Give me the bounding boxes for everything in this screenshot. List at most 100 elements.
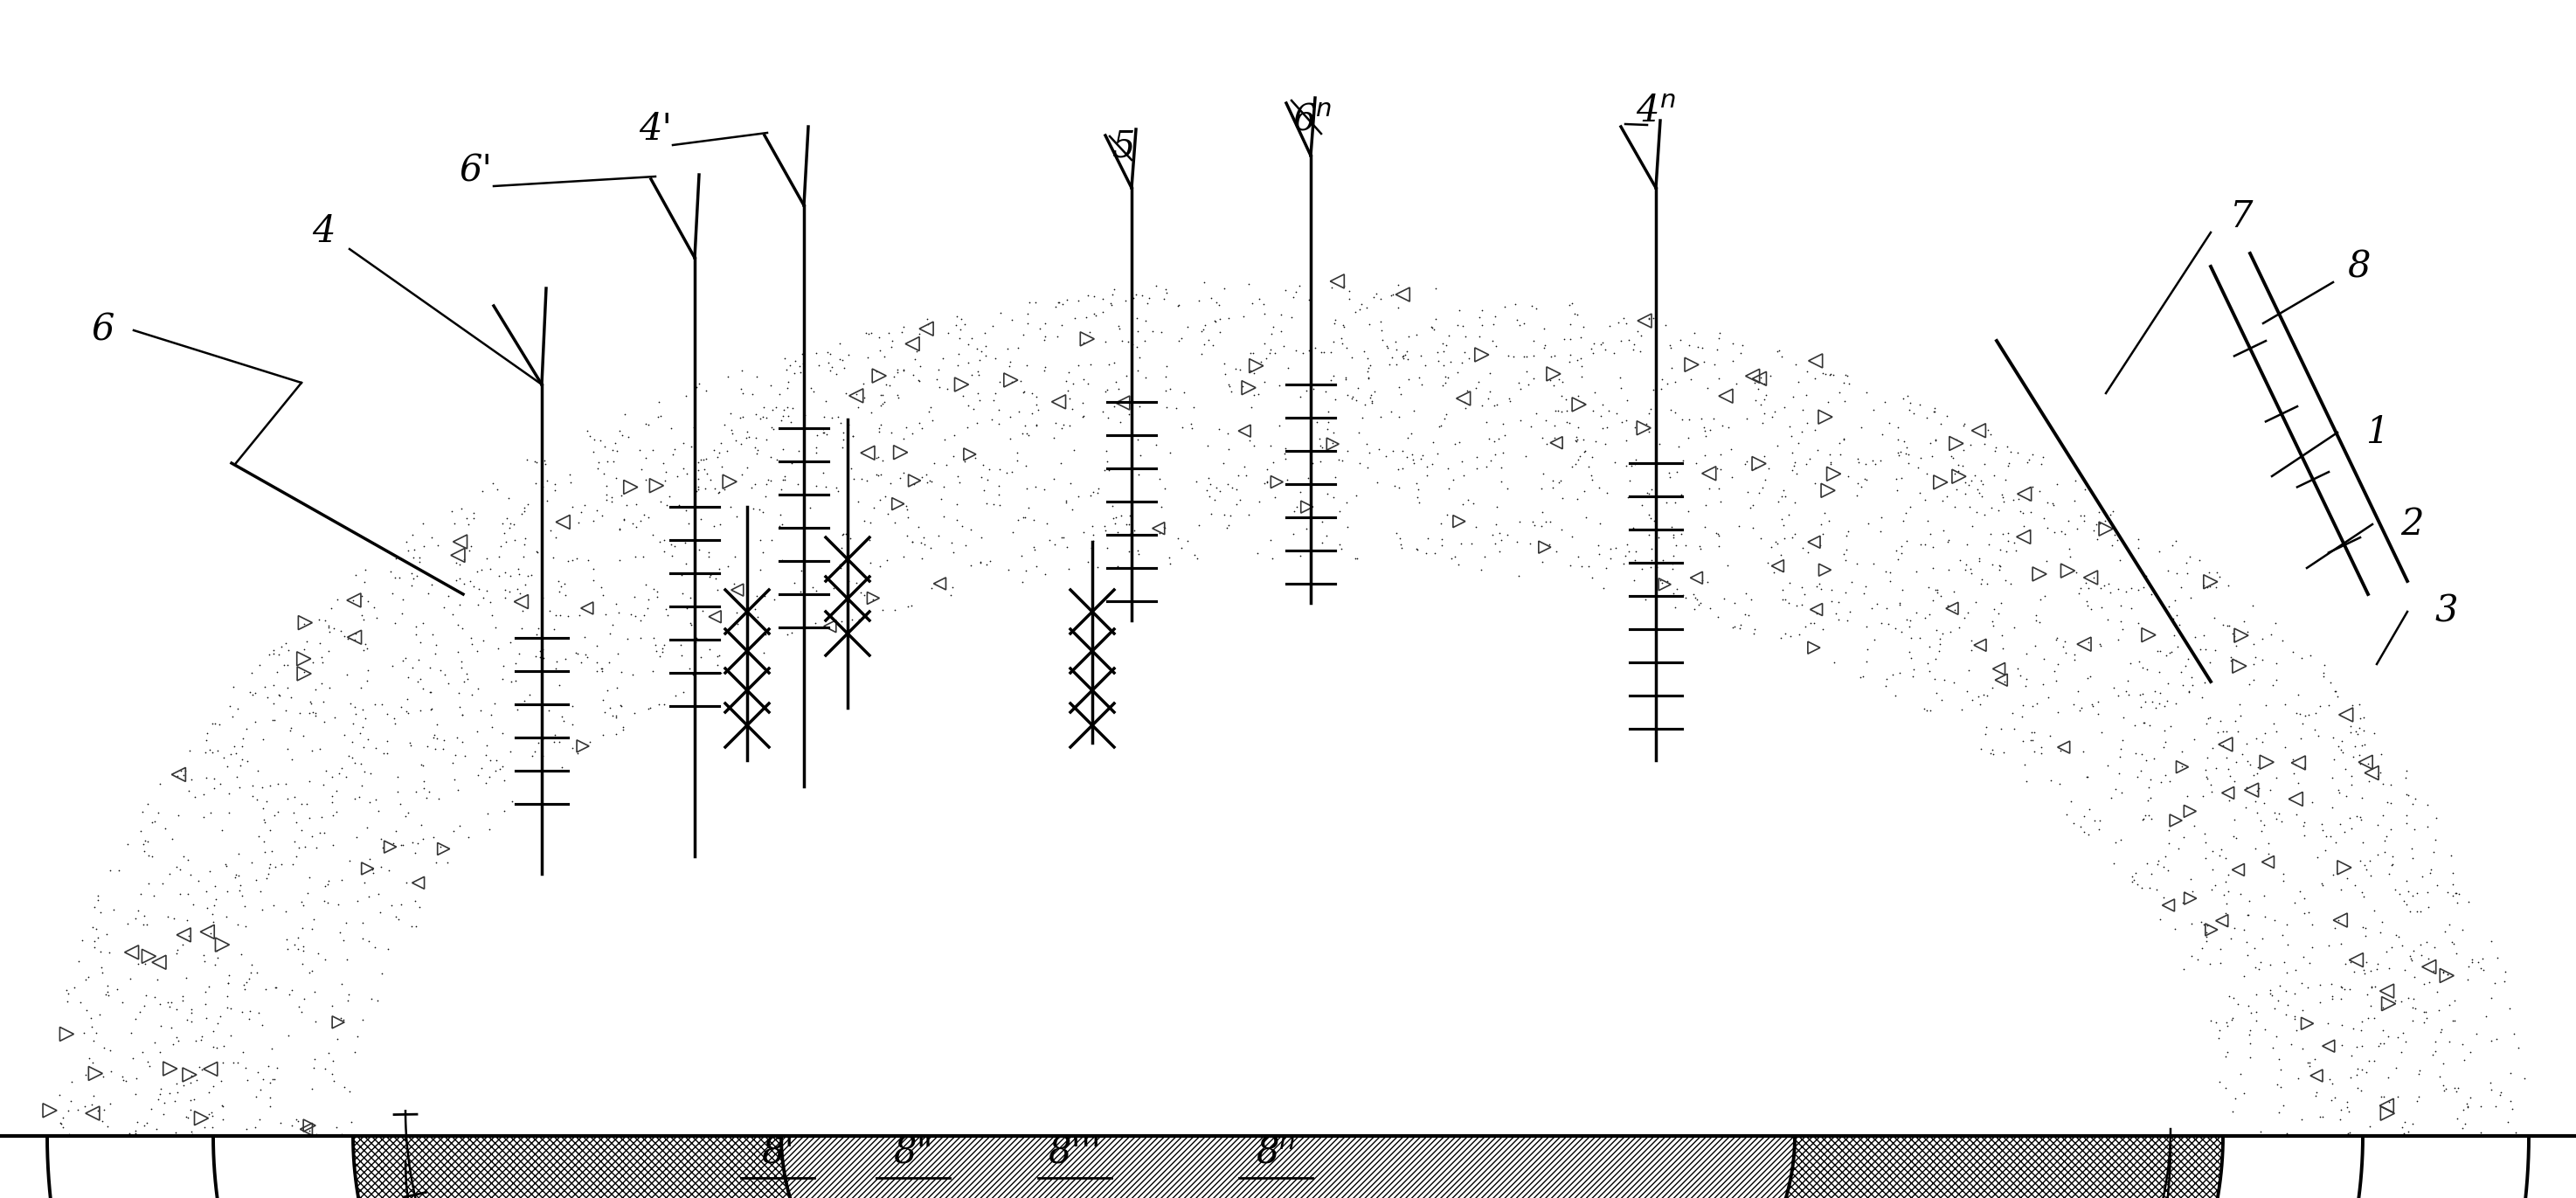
- Point: [1682, 418, 1723, 437]
- Point: [600, 696, 641, 715]
- Point: [191, 743, 232, 762]
- Point: [1216, 495, 1257, 514]
- Point: [824, 587, 866, 606]
- Point: [757, 450, 799, 470]
- Point: [2367, 1093, 2409, 1112]
- Point: [1244, 304, 1285, 323]
- Point: [2130, 788, 2172, 807]
- Point: [2419, 1067, 2460, 1087]
- Point: [348, 592, 389, 611]
- Point: [1368, 338, 1409, 357]
- Point: [281, 955, 322, 974]
- Point: [685, 479, 726, 498]
- Point: [1141, 497, 1182, 516]
- Point: [1826, 611, 1868, 630]
- Point: [2447, 969, 2488, 988]
- Point: [1231, 344, 1273, 363]
- Point: [556, 643, 598, 662]
- Point: [1631, 480, 1672, 500]
- Point: [641, 639, 683, 658]
- Point: [1334, 391, 1376, 410]
- Text: 5: 5: [1110, 128, 1133, 165]
- Point: [1195, 311, 1236, 331]
- Point: [2004, 668, 2045, 688]
- Point: [268, 739, 309, 758]
- Point: [1445, 327, 1486, 346]
- Point: [623, 504, 665, 524]
- Point: [1811, 454, 1852, 473]
- Point: [2239, 960, 2280, 979]
- Point: [2388, 785, 2429, 804]
- Point: [204, 1036, 245, 1055]
- Point: [1453, 494, 1494, 513]
- Point: [1381, 538, 1422, 557]
- Point: [196, 942, 237, 961]
- Point: [860, 465, 902, 484]
- Point: [191, 924, 232, 943]
- Point: [1865, 670, 1906, 689]
- Point: [170, 740, 211, 760]
- Point: [1437, 316, 1479, 335]
- Point: [1571, 568, 1613, 587]
- Point: [2208, 1016, 2249, 1035]
- Point: [1973, 617, 2014, 636]
- Point: [969, 551, 1010, 570]
- Point: [72, 1031, 113, 1051]
- Point: [688, 464, 729, 483]
- Point: [652, 546, 693, 565]
- Point: [124, 996, 165, 1015]
- Point: [582, 659, 623, 678]
- Point: [1396, 540, 1437, 559]
- Point: [2318, 783, 2360, 803]
- Point: [286, 633, 327, 652]
- Point: [1412, 454, 1453, 473]
- Point: [250, 1088, 291, 1107]
- Point: [531, 521, 572, 540]
- Point: [278, 928, 319, 948]
- Point: [662, 583, 703, 603]
- Point: [605, 404, 647, 423]
- Point: [752, 531, 793, 550]
- Point: [1033, 428, 1074, 447]
- Point: [2190, 782, 2231, 801]
- Point: [355, 791, 397, 810]
- Point: [2236, 1002, 2277, 1021]
- Point: [2326, 787, 2367, 806]
- Point: [2156, 531, 2197, 550]
- Point: [1159, 296, 1200, 315]
- Point: [1461, 315, 1502, 334]
- Point: [824, 358, 866, 377]
- Point: [1149, 443, 1190, 462]
- Point: [113, 909, 155, 928]
- Point: [768, 625, 809, 645]
- Point: [1162, 328, 1203, 347]
- Point: [2092, 502, 2133, 521]
- Point: [2184, 760, 2226, 779]
- Point: [590, 698, 631, 718]
- Point: [289, 807, 330, 827]
- Point: [340, 776, 381, 795]
- Point: [1074, 304, 1115, 323]
- Point: [268, 789, 309, 809]
- Point: [662, 434, 703, 453]
- Point: [2262, 926, 2303, 945]
- Point: [2195, 876, 2236, 895]
- Point: [1231, 398, 1273, 417]
- Point: [732, 385, 773, 404]
- Point: [206, 882, 247, 901]
- Point: [690, 565, 732, 585]
- Point: [2308, 1014, 2349, 1033]
- Point: [2308, 696, 2349, 715]
- Point: [299, 823, 340, 842]
- Point: [1203, 454, 1244, 473]
- Point: [299, 610, 340, 629]
- Point: [2311, 1090, 2352, 1109]
- Point: [1695, 459, 1736, 478]
- Point: [1656, 462, 1698, 482]
- Point: [2004, 516, 2045, 536]
- Point: [270, 688, 312, 707]
- Point: [1489, 392, 1530, 411]
- Point: [2342, 918, 2383, 937]
- Point: [137, 1090, 178, 1109]
- Point: [2226, 751, 2267, 770]
